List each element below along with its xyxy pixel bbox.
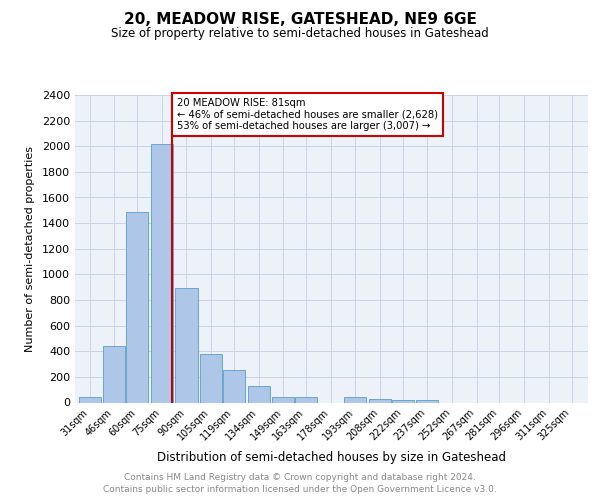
Text: 20, MEADOW RISE, GATESHEAD, NE9 6GE: 20, MEADOW RISE, GATESHEAD, NE9 6GE	[124, 12, 476, 28]
Bar	[103, 346, 125, 403]
Bar	[200, 354, 222, 403]
Y-axis label: Number of semi-detached properties: Number of semi-detached properties	[25, 146, 35, 352]
X-axis label: Distribution of semi-detached houses by size in Gateshead: Distribution of semi-detached houses by …	[157, 450, 506, 464]
Bar	[369, 400, 391, 402]
Bar	[223, 370, 245, 402]
Bar	[416, 400, 439, 402]
Bar	[126, 212, 148, 402]
Bar	[175, 288, 197, 403]
Text: Size of property relative to semi-detached houses in Gateshead: Size of property relative to semi-detach…	[111, 28, 489, 40]
Bar	[272, 398, 294, 402]
Text: 20 MEADOW RISE: 81sqm
← 46% of semi-detached houses are smaller (2,628)
53% of s: 20 MEADOW RISE: 81sqm ← 46% of semi-deta…	[176, 98, 437, 131]
Text: Contains HM Land Registry data © Crown copyright and database right 2024.: Contains HM Land Registry data © Crown c…	[124, 472, 476, 482]
Bar	[151, 144, 173, 402]
Bar	[248, 386, 269, 402]
Bar	[79, 398, 101, 402]
Text: Contains public sector information licensed under the Open Government Licence v3: Contains public sector information licen…	[103, 485, 497, 494]
Bar	[295, 396, 317, 402]
Bar	[392, 400, 414, 402]
Bar	[344, 398, 367, 402]
